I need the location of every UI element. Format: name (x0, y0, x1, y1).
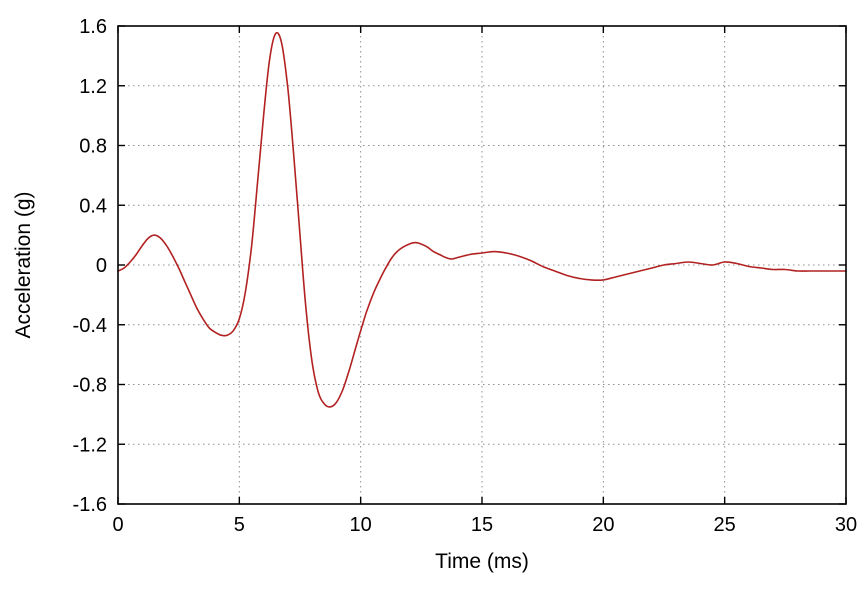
x-tick-label: 5 (234, 514, 245, 536)
x-axis-label: Time (ms) (435, 550, 529, 573)
y-tick-label: 0 (96, 255, 107, 277)
gridlines (117, 25, 847, 505)
x-tick-labels: 0 5 10 15 20 25 30 (112, 514, 857, 536)
x-tick-label: 10 (350, 514, 372, 536)
x-tick-label: 30 (835, 514, 857, 536)
y-axis-label: Acceleration (g) (12, 191, 35, 338)
y-tick-label: -0.8 (73, 375, 107, 397)
y-tick-label: 1.2 (79, 76, 107, 98)
axis-ticks (117, 25, 847, 505)
y-tick-label: 1.6 (79, 16, 107, 38)
x-tick-label: 20 (592, 514, 614, 536)
y-tick-label: -1.6 (73, 494, 107, 516)
x-tick-label: 25 (714, 514, 736, 536)
data-line (117, 31, 847, 408)
y-tick-label: 0.4 (79, 195, 107, 217)
x-tick-label: 15 (471, 514, 493, 536)
y-tick-label: -0.4 (73, 315, 107, 337)
y-tick-label: 0.8 (79, 136, 107, 158)
x-tick-label: 0 (112, 514, 123, 536)
y-tick-labels: -1.6 -1.2 -0.8 -0.4 0 0.4 0.8 1.2 1.6 (73, 16, 107, 516)
y-tick-label: -1.2 (73, 434, 107, 456)
